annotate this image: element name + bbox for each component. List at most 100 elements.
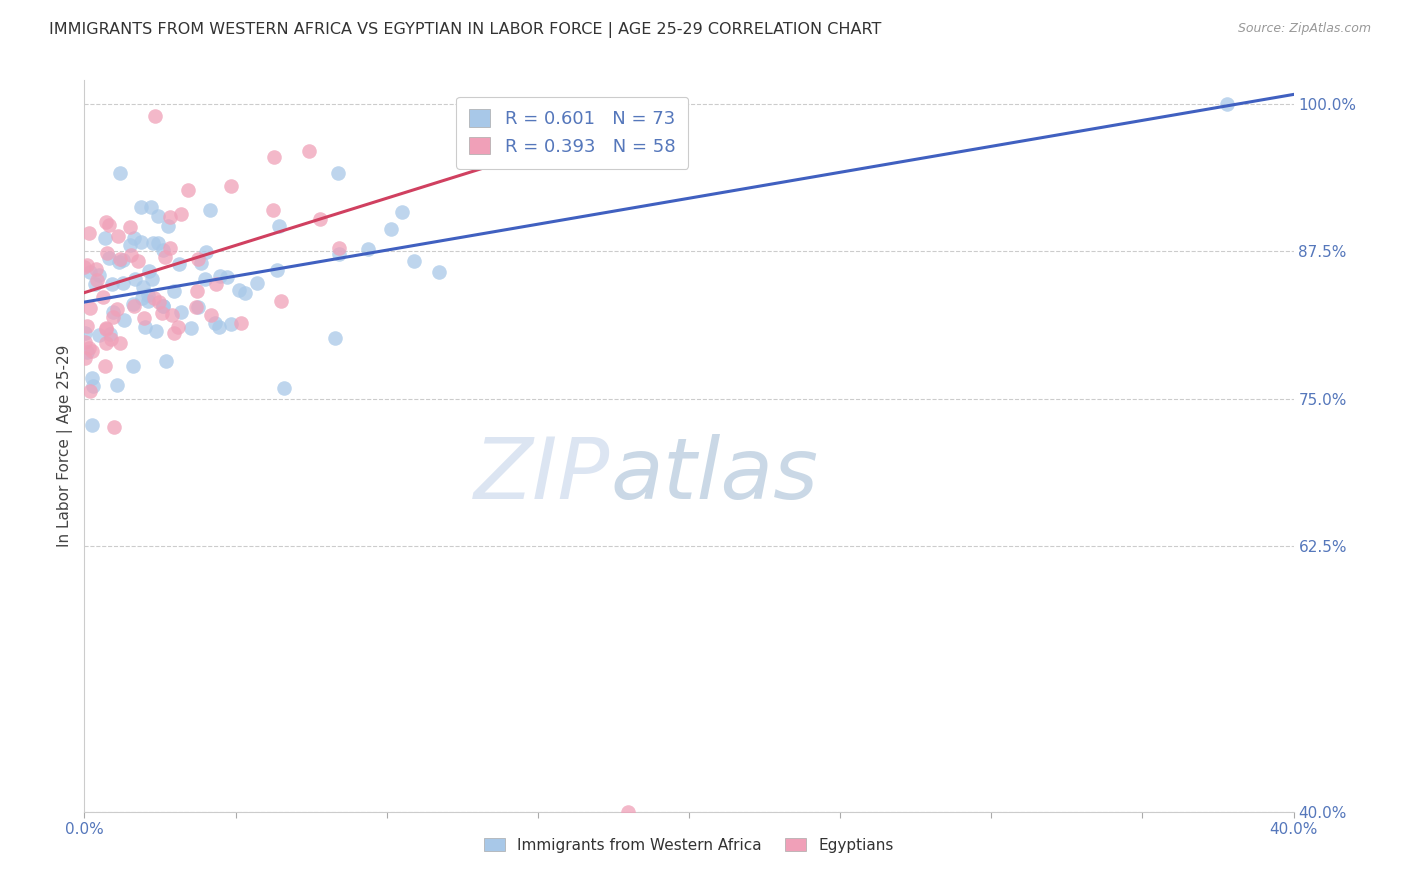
Point	[298, 145, 321, 159]
Point	[190, 256, 212, 270]
Point	[76, 319, 98, 334]
Point	[142, 236, 165, 251]
Point	[110, 166, 132, 180]
Point	[170, 304, 193, 318]
Point	[204, 316, 226, 330]
Point	[122, 359, 145, 373]
Text: IMMIGRANTS FROM WESTERN AFRICA VS EGYPTIAN IN LABOR FORCE | AGE 25-29 CORRELATIO: IMMIGRANTS FROM WESTERN AFRICA VS EGYPTI…	[49, 22, 882, 38]
Point	[73, 260, 96, 274]
Point	[170, 207, 193, 221]
Point	[75, 351, 97, 366]
Point	[159, 210, 181, 224]
Point	[82, 418, 104, 433]
Point	[194, 272, 217, 286]
Point	[94, 322, 117, 336]
Point	[159, 241, 181, 255]
Point	[187, 252, 209, 266]
Point	[94, 231, 117, 245]
Point	[118, 220, 141, 235]
Point	[84, 261, 107, 276]
Point	[76, 258, 98, 272]
Point	[208, 319, 231, 334]
Point	[155, 354, 177, 368]
Point	[200, 202, 222, 217]
Point	[91, 290, 114, 304]
Point	[80, 371, 103, 385]
Point	[270, 293, 292, 308]
Point	[153, 251, 176, 265]
Point	[82, 343, 104, 358]
Point	[228, 283, 250, 297]
Point	[326, 166, 349, 180]
Point	[89, 328, 111, 343]
Point	[246, 276, 269, 290]
Point	[134, 320, 156, 334]
Point	[217, 269, 239, 284]
Point	[97, 219, 120, 233]
Point	[120, 238, 142, 252]
Point	[112, 276, 135, 290]
Text: atlas: atlas	[610, 434, 818, 516]
Point	[269, 219, 291, 233]
Point	[86, 273, 108, 287]
Point	[96, 320, 118, 334]
Point	[103, 310, 125, 324]
Point	[177, 184, 200, 198]
Point	[160, 308, 183, 322]
Point	[83, 277, 105, 291]
Point	[122, 299, 145, 313]
Point	[89, 268, 111, 282]
Point	[136, 293, 159, 308]
Point	[402, 254, 425, 268]
Point	[219, 318, 242, 332]
Point	[98, 327, 121, 342]
Point	[122, 231, 145, 245]
Point	[186, 284, 208, 298]
Point	[129, 235, 152, 249]
Point	[82, 378, 104, 392]
Legend: Immigrants from Western Africa, Egyptians: Immigrants from Western Africa, Egyptian…	[478, 831, 900, 859]
Point	[221, 178, 243, 193]
Text: ZIP: ZIP	[474, 434, 610, 516]
Point	[105, 301, 128, 316]
Point	[180, 321, 202, 335]
Point	[308, 211, 330, 226]
Point	[143, 291, 166, 305]
Point	[163, 284, 186, 298]
Point	[328, 241, 350, 255]
Point	[328, 246, 350, 260]
Point	[79, 265, 101, 279]
Point	[79, 384, 101, 398]
Point	[146, 209, 169, 223]
Point	[200, 308, 222, 322]
Point	[167, 319, 190, 334]
Point	[73, 334, 96, 349]
Point	[112, 313, 135, 327]
Point	[100, 332, 122, 346]
Point	[107, 377, 129, 392]
Point	[77, 341, 100, 355]
Point	[356, 242, 378, 256]
Point	[127, 254, 149, 268]
Point	[79, 301, 101, 315]
Point	[101, 305, 124, 319]
Point	[266, 262, 288, 277]
Point	[186, 300, 208, 314]
Point	[134, 310, 156, 325]
Point	[138, 263, 160, 277]
Point	[112, 252, 135, 267]
Y-axis label: In Labor Force | Age 25-29: In Labor Force | Age 25-29	[58, 345, 73, 547]
Point	[617, 805, 640, 819]
Point	[391, 205, 413, 219]
Point	[263, 150, 285, 164]
Point	[110, 252, 132, 266]
Point	[145, 324, 167, 338]
Point	[107, 228, 129, 243]
Point	[148, 295, 170, 310]
Point	[136, 287, 159, 301]
Point	[146, 235, 169, 250]
Point	[150, 306, 173, 320]
Point	[233, 286, 256, 301]
Point	[129, 200, 152, 214]
Point	[163, 326, 186, 340]
